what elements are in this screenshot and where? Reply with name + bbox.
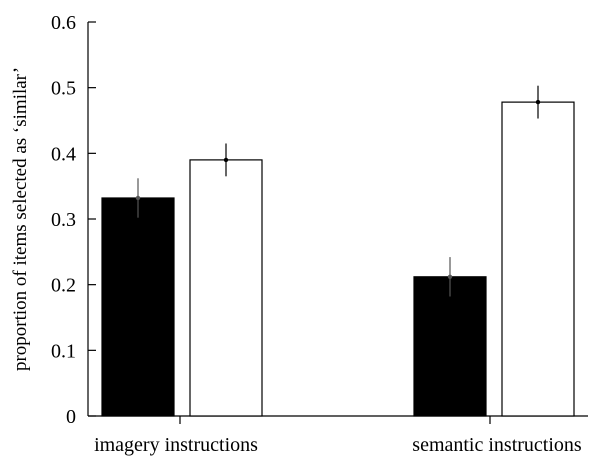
x-category-label: semantic instructions [412, 434, 582, 456]
mean-point [535, 99, 541, 105]
error-bars [135, 85, 541, 297]
bars [101, 101, 575, 417]
mean-point [135, 195, 141, 201]
y-axis-label: proportion of items selected as ‘similar… [10, 67, 31, 371]
y-tick-label: 0.5 [51, 78, 76, 100]
y-tick-label: 0.2 [51, 275, 76, 297]
bar-open-0 [189, 159, 263, 417]
y-tick-label: 0.3 [51, 209, 76, 231]
bar-filled-1 [413, 276, 487, 417]
y-tick-label: 0.6 [51, 12, 76, 34]
bar-filled-0 [101, 197, 175, 417]
mean-point [447, 274, 453, 279]
x-ticks [179, 416, 491, 424]
y-ticks: 0 0.1 0.2 0.3 0.4 0.5 0.6 [51, 12, 96, 428]
x-category-label: imagery instructions [94, 434, 258, 456]
mean-point [223, 157, 229, 163]
bar-open-1 [501, 101, 575, 417]
y-tick-label: 0.4 [51, 143, 76, 165]
category-labels: imagery instructions semantic instruction… [94, 434, 582, 456]
y-tick-label: 0 [66, 406, 76, 428]
y-tick-label: 0.1 [51, 340, 76, 362]
